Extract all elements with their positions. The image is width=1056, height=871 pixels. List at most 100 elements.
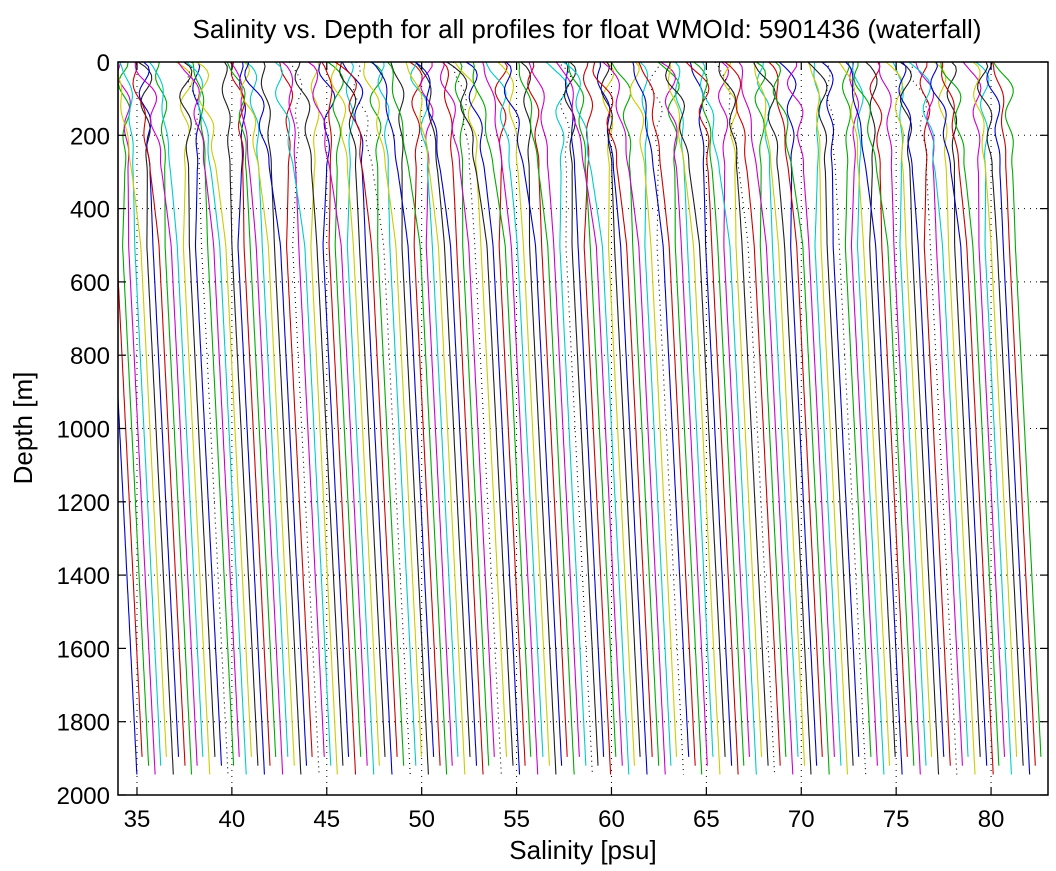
profile-line bbox=[919, 61, 951, 766]
profile-line bbox=[807, 61, 854, 766]
profile-line bbox=[363, 61, 422, 757]
profile-line bbox=[754, 61, 787, 757]
profile-line bbox=[494, 61, 526, 766]
profile-line bbox=[134, 61, 198, 766]
profile-line bbox=[237, 61, 265, 775]
profile-line bbox=[330, 61, 380, 766]
profile-line bbox=[192, 61, 223, 766]
x-tick-label: 35 bbox=[124, 806, 151, 833]
profile-line bbox=[369, 61, 405, 766]
profile-line bbox=[941, 61, 994, 775]
profile-line bbox=[119, 61, 162, 766]
x-tick-label: 75 bbox=[883, 806, 910, 833]
profile-line bbox=[409, 61, 441, 766]
grid-lines bbox=[118, 61, 1048, 796]
plot-frame bbox=[117, 61, 1049, 796]
profile-line bbox=[851, 61, 885, 775]
profile-line bbox=[674, 61, 714, 757]
profile-line bbox=[821, 61, 860, 757]
profile-line bbox=[117, 62, 167, 757]
profile-line bbox=[415, 61, 471, 757]
x-tick-label: 55 bbox=[503, 806, 530, 833]
profile-line bbox=[632, 61, 690, 757]
profile-line bbox=[986, 61, 1031, 775]
profile-line bbox=[853, 61, 915, 766]
profile-line bbox=[405, 61, 466, 775]
profile-line bbox=[649, 61, 685, 775]
profile-line bbox=[772, 61, 830, 775]
profile-line bbox=[318, 61, 350, 757]
chart-title: Salinity vs. Depth for all profiles for … bbox=[193, 14, 982, 44]
profile-line bbox=[274, 61, 332, 766]
profile-line bbox=[718, 61, 769, 766]
profile-line bbox=[596, 61, 648, 775]
profile-line bbox=[196, 61, 252, 757]
y-tick-label: 2000 bbox=[57, 783, 110, 810]
profile-line bbox=[117, 61, 150, 766]
profile-line bbox=[940, 61, 1000, 766]
y-tick-label: 800 bbox=[70, 343, 110, 370]
profile-line bbox=[898, 61, 945, 757]
profile-line bbox=[226, 61, 277, 757]
profile-line bbox=[738, 61, 794, 775]
profile-line bbox=[629, 61, 678, 757]
profile-line bbox=[991, 61, 1036, 766]
profile-line bbox=[414, 61, 478, 766]
profile-line bbox=[321, 61, 357, 775]
profile-line bbox=[345, 61, 375, 775]
profile-line bbox=[908, 61, 969, 757]
profile-line bbox=[454, 61, 490, 766]
profile-line bbox=[564, 61, 605, 757]
profile-lines bbox=[117, 61, 1042, 775]
x-tick-label: 80 bbox=[978, 806, 1005, 833]
profile-line bbox=[753, 61, 806, 766]
profile-line bbox=[838, 61, 891, 766]
profile-line bbox=[279, 61, 313, 757]
profile-line bbox=[667, 61, 721, 775]
profile-line bbox=[899, 61, 940, 775]
profile-line bbox=[915, 61, 963, 766]
x-tick-label: 50 bbox=[408, 806, 435, 833]
x-tick-label: 70 bbox=[788, 806, 815, 833]
profile-line bbox=[962, 61, 1006, 757]
profile-line bbox=[334, 61, 398, 757]
profile-line bbox=[685, 61, 739, 775]
profile-line bbox=[865, 61, 896, 757]
profile-line bbox=[786, 61, 835, 757]
profile-line bbox=[813, 61, 842, 766]
profile-line bbox=[600, 61, 641, 757]
profile-line bbox=[244, 61, 308, 766]
profile-line bbox=[132, 61, 186, 766]
profile-line bbox=[778, 61, 818, 766]
profile-line bbox=[842, 61, 872, 757]
profile-line bbox=[582, 61, 612, 775]
profile-line bbox=[310, 61, 338, 775]
profile-line bbox=[592, 61, 653, 757]
profile-line bbox=[564, 61, 599, 766]
profile-line bbox=[602, 61, 666, 775]
profile-line bbox=[390, 61, 429, 775]
profile-line bbox=[756, 61, 799, 757]
y-tick-label: 0 bbox=[97, 50, 110, 77]
x-axis-tick-labels: 35 40 45 50 55 60 65 70 75 80 bbox=[124, 806, 1005, 833]
y-tick-label: 1400 bbox=[57, 563, 110, 590]
profile-line bbox=[341, 61, 393, 775]
profile-line bbox=[240, 61, 295, 766]
profile-line bbox=[229, 61, 284, 775]
profile-line bbox=[753, 61, 812, 775]
profile-line bbox=[138, 61, 180, 757]
x-tick-label: 40 bbox=[219, 806, 246, 833]
profile-line bbox=[520, 61, 557, 775]
profile-line bbox=[717, 61, 750, 757]
x-tick-label: 65 bbox=[693, 806, 720, 833]
profile-line bbox=[528, 61, 580, 757]
profile-line bbox=[446, 61, 514, 766]
profile-line bbox=[260, 61, 302, 775]
profile-line bbox=[410, 61, 459, 757]
profile-line bbox=[977, 61, 1024, 766]
profile-line bbox=[849, 61, 878, 766]
profile-line bbox=[371, 61, 435, 757]
y-tick-label: 600 bbox=[70, 270, 110, 297]
profile-line bbox=[294, 61, 344, 766]
